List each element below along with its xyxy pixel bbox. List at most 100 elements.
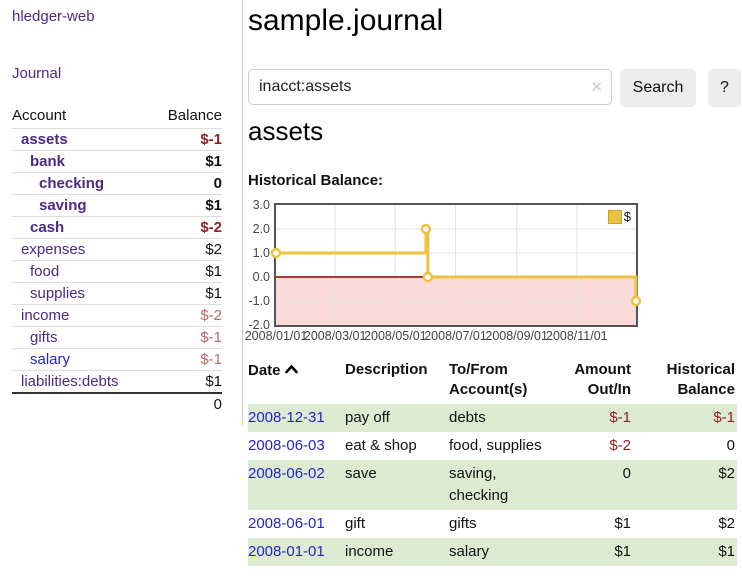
transaction-amount: 0 xyxy=(622,465,631,482)
transaction-accounts: salary xyxy=(449,543,490,560)
transaction-description: pay off xyxy=(345,409,390,426)
register-table: Date Description To/From Account(s) Amou… xyxy=(248,358,737,566)
account-column-header: Account xyxy=(12,107,67,124)
account-balance: $1 xyxy=(205,263,222,280)
transaction-balance: $2 xyxy=(718,515,735,532)
series-swatch-icon xyxy=(607,209,622,224)
account-row: food $1 xyxy=(12,260,222,283)
account-balance: $2 xyxy=(205,241,222,258)
account-link-saving[interactable]: saving xyxy=(39,197,87,214)
transaction-description: gift xyxy=(345,515,366,532)
transaction-amount: $1 xyxy=(614,543,631,560)
account-row: bank $1 xyxy=(12,150,222,173)
account-link-supplies[interactable]: supplies xyxy=(30,285,86,302)
account-link-food[interactable]: food xyxy=(30,263,60,280)
account-row: supplies $1 xyxy=(12,282,222,305)
account-balance: $-1 xyxy=(200,351,222,368)
tofrom-column-header: To/From Account(s) xyxy=(449,361,528,398)
account-total-balance: 0 xyxy=(213,396,222,413)
y-axis-tick-label: 2.0 xyxy=(252,222,270,236)
x-axis-tick-label: 2008/01/01 xyxy=(244,329,308,343)
app-title-link[interactable]: hledger-web xyxy=(12,8,95,25)
transaction-balance: $-1 xyxy=(713,409,735,426)
account-link-checking[interactable]: checking xyxy=(39,175,105,192)
x-axis-tick-label: 2008/07/01 xyxy=(424,329,487,343)
account-table-header: Account Balance xyxy=(12,104,222,129)
account-balance-table: Account Balance assets $-1 bank $1 check… xyxy=(12,104,222,415)
transaction-date-link[interactable]: 2008-01-01 xyxy=(248,543,325,560)
transaction-description: income xyxy=(345,543,394,560)
account-balance: $-1 xyxy=(200,131,222,148)
y-axis-tick-label: -1.0 xyxy=(248,294,270,308)
sidebar: hledger-web Journal Account Balance asse… xyxy=(0,0,243,425)
description-column-header: Description xyxy=(345,361,428,378)
transaction-balance: $2 xyxy=(718,465,735,482)
register-row: 2008-12-31 pay off debts $-1 $-1 xyxy=(248,404,737,432)
transaction-amount: $1 xyxy=(614,515,631,532)
y-axis-tick-label: 0.0 xyxy=(252,270,270,284)
x-axis-tick-label: 2008/03/01 xyxy=(303,329,367,343)
transaction-accounts: saving, checking xyxy=(449,465,509,504)
amount-column-header: Amount Out/In xyxy=(574,361,631,398)
account-link-income[interactable]: income xyxy=(21,307,70,324)
clear-search-icon[interactable]: ✕ xyxy=(590,79,603,96)
search-box: ✕ xyxy=(248,69,612,105)
x-axis-tick-label: 2008/05/01 xyxy=(364,329,427,343)
sidebar-item-journal[interactable]: Journal xyxy=(12,65,62,82)
transaction-amount: $-2 xyxy=(609,437,631,454)
register-row: 2008-06-03 eat & shop food, supplies $-2… xyxy=(248,432,737,460)
account-row: expenses $2 xyxy=(12,238,222,261)
register-row: 2008-06-01 gift gifts $1 $2 xyxy=(248,510,737,538)
account-balance: $-1 xyxy=(200,329,222,346)
main-content: sample.journal ✕ Search ? assets Histori… xyxy=(245,0,742,566)
account-row: salary $-1 xyxy=(12,348,222,371)
chart-plot-area: $ xyxy=(270,203,642,327)
account-link-bank[interactable]: bank xyxy=(30,153,66,170)
help-button[interactable]: ? xyxy=(708,69,741,107)
search-button[interactable]: Search xyxy=(620,69,696,107)
account-balance: $1 xyxy=(205,153,222,170)
account-row: cash $-2 xyxy=(12,216,222,239)
transaction-date-link[interactable]: 2008-06-02 xyxy=(248,465,325,482)
transaction-accounts: gifts xyxy=(449,515,477,532)
account-balance: $1 xyxy=(205,373,222,390)
transaction-date-link[interactable]: 2008-12-31 xyxy=(248,409,325,426)
date-column-header[interactable]: Date xyxy=(248,358,345,404)
chart-legend: $ xyxy=(605,208,633,225)
transaction-balance: $1 xyxy=(718,543,735,560)
account-row: saving $1 xyxy=(12,194,222,217)
account-link-cash[interactable]: cash xyxy=(30,219,65,236)
transaction-description: save xyxy=(345,465,377,482)
chart-title: Historical Balance: xyxy=(248,172,384,189)
transaction-date-link[interactable]: 2008-06-03 xyxy=(248,437,325,454)
transaction-accounts: food, supplies xyxy=(449,437,542,454)
account-heading: assets xyxy=(248,116,324,146)
y-axis-tick-label: -2.0 xyxy=(248,318,270,332)
transaction-accounts: debts xyxy=(449,409,486,426)
account-link-expenses[interactable]: expenses xyxy=(21,241,86,258)
series-label: $ xyxy=(623,209,631,224)
y-axis-tick-label: 3.0 xyxy=(252,198,270,212)
account-balance: $-2 xyxy=(200,307,222,324)
transaction-date-link[interactable]: 2008-06-01 xyxy=(248,515,325,532)
x-axis-tick-label: 2008/09/01 xyxy=(485,329,548,343)
transaction-description: eat & shop xyxy=(345,437,417,454)
account-row: liabilities:debts $1 xyxy=(12,370,222,394)
account-balance: $-2 xyxy=(200,219,222,236)
historical-balance-chart: 3.0 2.0 1.0 0.0 -1.0 -2.0 $ 2008/01/01 2008/03… xyxy=(244,197,740,345)
page-title: sample.journal xyxy=(248,4,444,37)
account-link-assets[interactable]: assets xyxy=(21,131,68,148)
account-link-liabilities-debts[interactable]: liabilities:debts xyxy=(21,373,119,390)
account-link-salary[interactable]: salary xyxy=(30,351,71,368)
transaction-balance: 0 xyxy=(726,437,735,454)
account-link-gifts[interactable]: gifts xyxy=(30,329,58,346)
search-input[interactable] xyxy=(248,69,612,105)
account-total-row: 0 xyxy=(12,393,222,415)
account-balance: $1 xyxy=(205,285,222,302)
transaction-amount: $-1 xyxy=(609,409,631,426)
chevron-up-icon xyxy=(284,360,298,380)
x-axis-tick-label: 2008/11/01 xyxy=(545,329,608,343)
y-axis-labels: 3.0 2.0 1.0 0.0 -1.0 -2.0 xyxy=(246,198,270,332)
account-row: gifts $-1 xyxy=(12,326,222,349)
register-row: 2008-06-02 save saving, checking 0 $2 xyxy=(248,460,737,510)
